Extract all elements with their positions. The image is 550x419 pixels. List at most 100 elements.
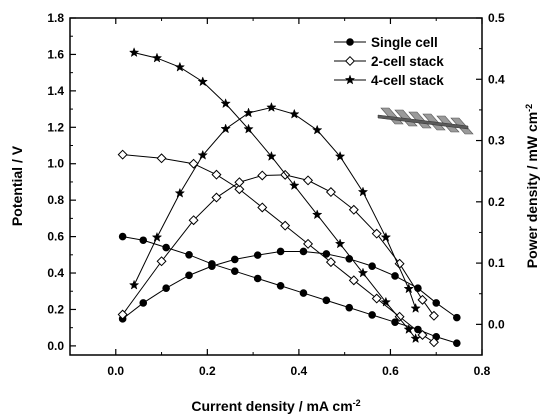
single-cell-polarization-point — [414, 325, 422, 334]
single-cell-polarization-point — [231, 267, 239, 276]
single-cell-polarization-series — [118, 232, 461, 347]
single-cell-polarization-point — [276, 281, 285, 290]
4-cell-stack-power-series — [128, 101, 421, 313]
4-cell-stack-polarization-point — [311, 209, 323, 220]
4-cell-stack-polarization-point — [128, 47, 140, 58]
legend-entry-single-cell: Single cell — [334, 35, 438, 50]
4-cell-stack-power-point — [289, 108, 300, 119]
2-cell-stack-polarization-point — [325, 257, 336, 268]
4-cell-stack-power-point — [311, 124, 323, 135]
y-tick-label: 1.8 — [47, 11, 64, 25]
4-cell-stack-power-point — [380, 231, 392, 242]
single-cell-polarization-point — [118, 232, 127, 241]
2-cell-stack-polarization-point — [257, 202, 268, 213]
y-tick-label: 0.4 — [47, 266, 64, 280]
legend-label: 2-cell stack — [371, 54, 444, 69]
4-cell-stack-polarization-point — [289, 180, 300, 191]
2-cell-stack-power-point — [257, 170, 268, 181]
y-tick-label: 0.6 — [47, 230, 64, 244]
4-cell-stack-power-point — [403, 283, 415, 294]
single-cell-polarization-point — [453, 339, 461, 347]
y2-tick-label: 0.5 — [488, 11, 505, 25]
legend-entry-2-cell-stack: 2-cell stack — [334, 54, 444, 69]
x-tick-label: 0.6 — [382, 364, 399, 378]
2-cell-stack-polarization-point — [303, 238, 314, 249]
4-cell-stack-power-point — [334, 150, 346, 161]
4-cell-stack-polarization-point — [174, 61, 186, 72]
2-cell-stack-power-point — [211, 192, 222, 203]
2-cell-stack-power-point — [303, 175, 314, 186]
2-cell-stack-polarization-point — [371, 293, 382, 304]
4-cell-stack-polarization-point — [380, 296, 392, 307]
2-cell-stack-power-point — [348, 204, 359, 215]
y2-tick-label: 0.4 — [488, 72, 505, 86]
2-cell-stack-power-point — [156, 256, 167, 267]
single-cell-polarization-point — [299, 289, 308, 297]
4-cell-stack-polarization-point — [357, 267, 369, 278]
single-cell-power-point — [231, 255, 239, 264]
single-cell-polarization-point — [322, 296, 331, 305]
2-cell-stack-power-point — [428, 310, 439, 321]
y-tick-label: 1.4 — [47, 84, 64, 98]
4-cell-stack-polarization-line — [133, 52, 417, 339]
2-cell-stack-power-point — [417, 294, 428, 305]
single-cell-power-point — [276, 247, 285, 256]
x-tick-label: 0.8 — [474, 364, 491, 378]
single-cell-power-point — [162, 284, 170, 293]
2-cell-stack-polarization-point — [417, 329, 428, 340]
y2-axis-title: Power density / mW cm-2 — [524, 104, 540, 268]
y2-tick-label: 0.3 — [488, 134, 505, 148]
plot-frame — [69, 17, 483, 356]
2-cell-stack-polarization-point — [280, 220, 291, 231]
y-tick-label: 1.6 — [47, 47, 64, 61]
single-cell-power-point — [432, 299, 441, 307]
single-cell-polarization-point — [345, 303, 354, 312]
4-cell-stack-polarization-point — [243, 123, 254, 134]
2-cell-stack-polarization-point — [188, 158, 199, 169]
2-cell-stack-power-line — [122, 174, 435, 317]
legend-label: Single cell — [371, 35, 438, 50]
single-cell-power-line — [122, 250, 458, 320]
4-cell-stack-power-point — [357, 186, 369, 197]
single-cell-power-point — [368, 262, 376, 270]
y2-tick-label: 0.0 — [488, 317, 505, 331]
single-cell-polarization-point — [162, 243, 170, 252]
4-cell-stack-power-point — [220, 123, 231, 134]
single-cell-polarization-line — [122, 236, 457, 344]
2-cell-stack-polarization-point — [234, 184, 245, 195]
4-cell-stack-polarization-point — [266, 150, 277, 161]
4-cell-stack-polarization-point — [334, 238, 346, 249]
4-cell-stack-power-point — [174, 187, 186, 198]
legend-label: 4-cell stack — [371, 73, 444, 88]
2-cell-stack-power-point — [325, 187, 336, 198]
single-cell-polarization-point — [368, 311, 376, 319]
4-cell-stack-power-point — [128, 279, 140, 290]
single-cell-power-point — [208, 262, 216, 270]
axis-layer: 0.0 0.2 0.4 0.6 0.8 0.0 0.2 0.4 0.6 0.8 1.0 1.2 1.4 1… — [47, 11, 505, 378]
4-cell-stack-power-point — [151, 231, 163, 242]
y-tick-label: 0.8 — [47, 193, 64, 207]
single-cell-polarization-point — [253, 274, 262, 283]
2-cell-stack-power-point — [234, 177, 245, 188]
x-axis-title: Current density / mA cm-2 — [191, 398, 360, 414]
2-cell-stack-polarization-point — [117, 149, 128, 160]
single-cell-power-point — [391, 272, 399, 280]
4-cell-stack-power-point — [266, 101, 277, 112]
y-tick-label: 1.2 — [47, 120, 64, 134]
y-tick-label: 0.2 — [47, 302, 64, 316]
4-cell-stack-power-point — [243, 107, 254, 118]
2-cell-stack-polarization-point — [348, 275, 359, 286]
y-tick-label: 1.0 — [47, 157, 64, 171]
legend: Single cell 2-cell stack 4-cell stack — [334, 35, 444, 88]
4-cell-stack-power-line — [133, 106, 417, 309]
single-cell-polarization-point — [185, 251, 193, 259]
single-cell-power-point — [322, 250, 331, 258]
stack-illustration-icon — [377, 107, 474, 135]
4-cell-stack-polarization-point — [220, 98, 231, 109]
single-cell-power-point — [253, 251, 262, 259]
legend-marker — [346, 38, 354, 46]
x-tick-label: 0.4 — [291, 364, 308, 378]
2-cell-stack-power-point — [280, 169, 291, 180]
single-cell-polarization-point — [139, 236, 148, 245]
